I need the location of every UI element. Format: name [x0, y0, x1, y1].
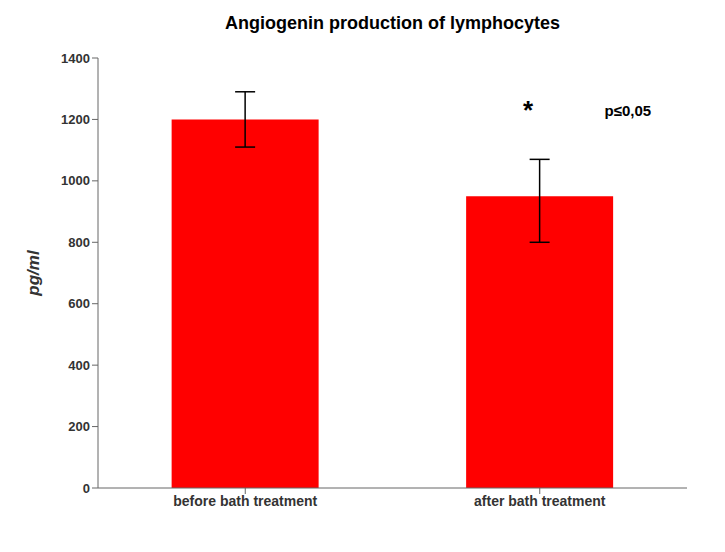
- html-text:Angiogenin production of lymph: Angiogenin production of lymphocytes: [225, 13, 560, 33]
- svg-text:before bath treatment: before bath treatment: [173, 493, 317, 509]
- svg-text:1400: 1400: [61, 51, 90, 66]
- svg-text:after bath treatment: after bath treatment: [474, 493, 606, 509]
- svg-text:200: 200: [68, 419, 90, 434]
- html-text:p≤0,05: p≤0,05: [604, 101, 652, 119]
- svg-text:1000: 1000: [61, 173, 90, 188]
- svg-text:1200: 1200: [61, 112, 90, 127]
- svg-text:600: 600: [68, 296, 90, 311]
- svg-text:400: 400: [68, 358, 90, 373]
- svg-text:pg/ml: pg/ml: [24, 249, 43, 297]
- svg-text:800: 800: [68, 235, 90, 250]
- svg-text:0: 0: [83, 481, 90, 496]
